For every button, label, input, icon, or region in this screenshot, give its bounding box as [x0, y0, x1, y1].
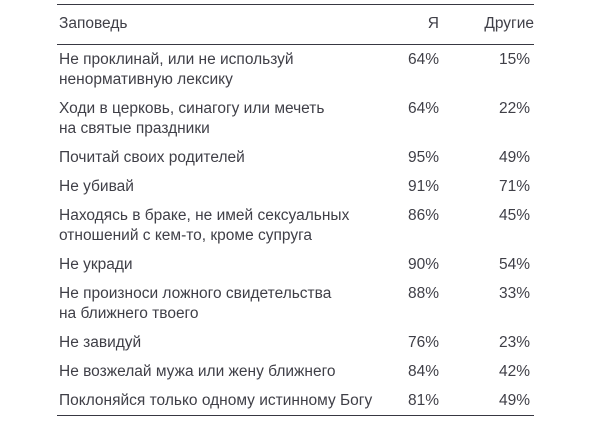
others-percent-cell: 23% [498, 333, 530, 351]
table-row: Почитай своих родителей 95% 49% [57, 143, 534, 172]
header-row: Заповедь Я Другие [57, 4, 534, 45]
me-percent-cell: 81% [407, 391, 439, 409]
commandment-cell: Ходи в церковь, синагогу или мечеть на с… [59, 99, 325, 137]
commandment-cell: Не укради [59, 255, 133, 273]
others-percent-cell: 71% [498, 177, 530, 195]
column-header-others: Другие [439, 4, 534, 45]
table-row: Поклоняйся только одному истинному Богу 8… [57, 386, 534, 416]
others-percent-cell: 49% [498, 148, 530, 166]
others-percent-cell: 15% [498, 50, 530, 68]
column-header-commandment: Заповедь [57, 4, 397, 45]
column-header-me: Я [397, 4, 439, 45]
others-percent-cell: 33% [498, 284, 530, 302]
commandment-cell: Поклоняйся только одному истинному Богу [59, 391, 373, 409]
others-percent-cell: 22% [498, 99, 530, 117]
others-percent-cell: 42% [498, 362, 530, 380]
table-row: Не возжелай мужа или жену ближнего 84% 42% [57, 357, 534, 386]
others-percent-cell: 45% [498, 206, 530, 224]
commandment-cell: Не возжелай мужа или жену ближнего [59, 362, 336, 380]
me-percent-cell: 64% [407, 99, 439, 117]
me-percent-cell: 84% [407, 362, 439, 380]
commandment-cell: Не убивай [59, 177, 134, 195]
me-percent-cell: 76% [407, 333, 439, 351]
table-row: Не завидуй 76% 23% [57, 328, 534, 357]
me-percent-cell: 88% [407, 284, 439, 302]
others-percent-cell: 54% [498, 255, 530, 273]
commandment-cell: Не проклинай, или не используй ненормати… [59, 50, 294, 88]
me-percent-cell: 86% [407, 206, 439, 224]
others-percent-cell: 49% [498, 391, 530, 409]
table-body: Не проклинай, или не используй ненормати… [57, 45, 534, 416]
commandment-cell: Почитай своих родителей [59, 148, 245, 166]
me-percent-cell: 95% [407, 148, 439, 166]
commandment-cell: Находясь в браке, не имей сексуальных от… [59, 206, 350, 244]
table-row: Не проклинай, или не используй ненормати… [57, 45, 534, 95]
me-percent-cell: 91% [407, 177, 439, 195]
me-percent-cell: 90% [407, 255, 439, 273]
commandment-cell: Не завидуй [59, 333, 142, 351]
table-row: Находясь в браке, не имей сексуальных от… [57, 201, 534, 250]
table-row: Не убивай 91% 71% [57, 172, 534, 201]
table-row: Ходи в церковь, синагогу или мечеть на с… [57, 94, 534, 143]
commandments-table: Заповедь Я Другие Не проклинай, или не и… [57, 4, 534, 416]
table-row: Не укради 90% 54% [57, 250, 534, 279]
me-percent-cell: 64% [407, 50, 439, 68]
table-row: Не произноси ложного свидетельства на бл… [57, 279, 534, 328]
commandment-cell: Не произноси ложного свидетельства на бл… [59, 284, 332, 322]
